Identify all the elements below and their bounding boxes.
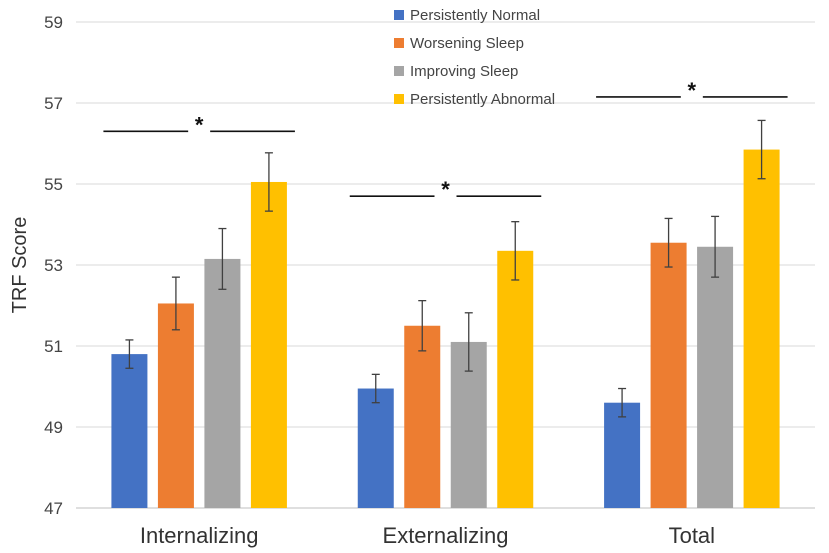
y-tick-label: 55: [44, 175, 63, 194]
legend-swatch: [394, 66, 404, 76]
bar: [650, 242, 687, 508]
y-tick-label: 49: [44, 418, 63, 437]
y-tick-labels: 47 49 51 53 55 57 59: [44, 13, 63, 518]
y-tick-label: 59: [44, 13, 63, 32]
legend-label: Persistently Normal: [410, 7, 540, 24]
category-labels: Internalizing Externalizing Total: [140, 523, 715, 548]
legend-swatch: [394, 10, 404, 20]
bar: [497, 250, 534, 508]
y-tick-label: 47: [44, 499, 63, 518]
significance-star: *: [688, 78, 697, 103]
significance-star: *: [441, 177, 450, 202]
significance-star: *: [195, 112, 204, 137]
bars: [111, 119, 780, 508]
gridlines: [76, 21, 815, 509]
legend-label: Improving Sleep: [410, 63, 518, 80]
bar: [604, 402, 641, 508]
legend-swatch: [394, 94, 404, 104]
legend-swatch: [394, 38, 404, 48]
bar: [357, 388, 394, 508]
category-label: Externalizing: [383, 523, 509, 548]
legend-label: Worsening Sleep: [410, 35, 524, 52]
legend-label: Persistently Abnormal: [410, 91, 555, 108]
bar: [404, 325, 441, 508]
bar: [743, 149, 780, 508]
category-label: Total: [669, 523, 715, 548]
bar: [157, 303, 194, 508]
legend: Persistently Normal Worsening Sleep Improv…: [394, 7, 555, 108]
y-tick-label: 51: [44, 337, 63, 356]
y-axis-label: TRF Score: [9, 217, 31, 314]
bar: [697, 246, 734, 508]
y-tick-label: 57: [44, 94, 63, 113]
bar: [250, 181, 287, 508]
significance-annotations: * * *: [103, 78, 788, 202]
category-label: Internalizing: [140, 523, 259, 548]
y-tick-label: 53: [44, 256, 63, 275]
bar: [204, 258, 241, 508]
bar: [111, 354, 148, 508]
